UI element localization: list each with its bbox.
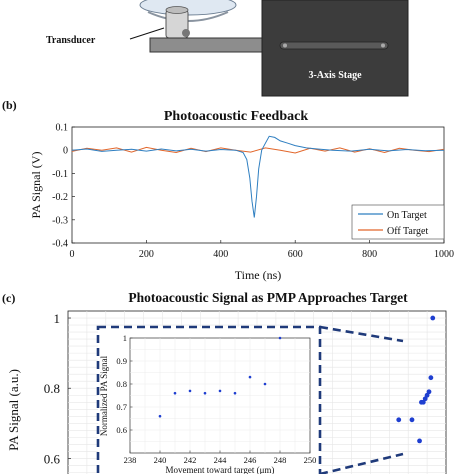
inset-x-tick-label: 250 [304,455,317,465]
stage-label: 3-Axis Stage [308,70,362,81]
y-tick-label: -0.4 [52,239,68,250]
panel-c-axes: 1 0.8 0.6 [44,311,71,466]
x-tick-label: 200 [139,249,154,260]
setup-illustration: Transducer 3-Axis Stage [46,0,409,97]
stage-slot-end-left [283,43,287,48]
panel-b: (b) Photoacoustic Feedback 0 200 400 600 800… [2,98,454,282]
data-point [422,396,428,402]
data-point [420,399,426,405]
stage-slot-end-right [381,43,385,48]
stage-arm [149,37,275,53]
y-tick-label: 0.8 [44,381,60,396]
inset-data-point [173,391,177,395]
inset-y-tick-label: 0.9 [116,356,127,366]
legend-label-off-target: Off Target [387,226,428,237]
series-line-off-target [71,146,445,154]
data-point [430,315,436,321]
data-point [396,417,402,423]
panel-c: (c) Photoacoustic Signal as PMP Approach… [2,290,447,474]
data-point [426,389,432,395]
x-tick-label: 800 [362,249,377,260]
inset-points [158,336,282,418]
inset-data-point [203,391,207,395]
panel-c-label: (c) [2,291,15,305]
series-line-on-target [71,135,445,218]
panel-b-label: (b) [2,98,17,112]
y-tick-label: -0.1 [52,169,68,180]
inset-grid [130,338,310,453]
y-tick-label: -0.3 [52,215,68,226]
inset-xlabel: Movement toward target (μm) [166,465,275,474]
inset-ylabel: Normalized PA Signal [99,355,109,436]
inset-y-tick-label: 1 [123,333,127,343]
panel-b-lines [71,135,445,218]
inset-chart: 238 240 242 244 246 248 250 1 0.9 0.8 0.7 0.6 Norma… [99,333,316,474]
stage-slot [279,41,389,50]
transducer-label: Transducer [46,35,96,46]
transducer-cap [165,6,189,14]
zoom-connector-bottom [319,452,404,474]
x-tick-label: 400 [213,249,228,260]
panel-b-axes: 0 200 400 600 800 1000 0.1 0 -0.1 -0.2 -0.3 -0.4 [52,123,454,261]
inset-data-point [188,389,192,393]
data-point [428,375,434,381]
y-tick-label: 0.6 [44,451,61,466]
y-tick-label: -0.2 [52,192,68,203]
inset-x-tick-label: 240 [154,455,167,465]
inset-x-tick-label: 248 [274,455,287,465]
panel-b-legend: On Target Off Target [351,204,445,240]
x-tick-label: 600 [288,249,303,260]
inset-y-tick-label: 0.7 [116,402,127,412]
data-point [417,438,422,444]
y-tick-label: 0 [63,146,68,157]
inset-axes: 238 240 242 244 246 248 250 1 0.9 0.8 0.7 0.6 [116,333,316,465]
x-tick-label: 1000 [434,249,454,260]
panel-b-xlabel: Time (ns) [235,268,282,282]
legend-label-on-target: On Target [387,210,427,221]
inset-x-tick-label: 244 [214,455,228,465]
transducer-knob [182,29,190,37]
x-tick-label: 0 [70,249,75,260]
inset-y-tick-label: 0.8 [116,379,127,389]
inset-data-point [218,389,222,393]
inset-x-tick-label: 242 [184,455,197,465]
zoom-connector-top [319,325,404,343]
data-point [424,392,430,398]
panel-c-title: Photoacoustic Signal as PMP Approaches T… [128,290,408,305]
legend-box [351,204,445,240]
panel-c-points [396,315,436,444]
inset-data-point [263,382,267,386]
y-tick-label: 0.1 [56,123,69,134]
transducer-leader [129,27,165,40]
inset-data-point [278,336,282,340]
data-point [409,417,415,423]
inset-data-point [248,375,252,379]
y-tick-label: 1 [54,311,61,326]
inset-x-tick-label: 238 [124,455,137,465]
panel-b-plot-area [71,126,445,244]
panel-b-title: Photoacoustic Feedback [164,109,308,124]
panel-b-ylabel: PA Signal (V) [29,152,43,219]
panel-c-ylabel: PA Signal (a.u.) [6,369,21,451]
inset-x-tick-label: 246 [244,455,257,465]
inset-y-tick-label: 0.6 [116,425,127,435]
inset-data-point [158,414,162,418]
inset-data-point [233,391,237,395]
